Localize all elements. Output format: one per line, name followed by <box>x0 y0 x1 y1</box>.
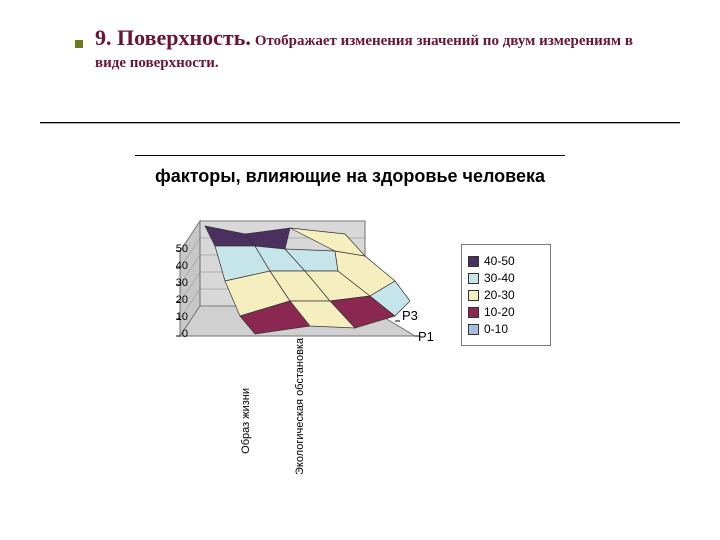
legend-item: 10-20 <box>468 305 544 319</box>
series-label: Р3 <box>402 308 418 323</box>
z-tick: 40 <box>168 260 188 272</box>
legend: 40-50 30-40 20-30 10-20 0-10 <box>461 244 551 346</box>
legend-label: 20-30 <box>484 288 515 302</box>
legend-label: 40-50 <box>484 254 515 268</box>
title-number: 9 <box>95 25 106 50</box>
legend-swatch-icon <box>468 256 479 267</box>
slide-title: 9. Поверхность. Отображает изменения зна… <box>95 24 655 73</box>
legend-item: 30-40 <box>468 271 544 285</box>
legend-item: 20-30 <box>468 288 544 302</box>
legend-item: 0-10 <box>468 322 544 336</box>
title-strong: Поверхность. <box>117 25 251 50</box>
surface-chart: факторы, влияющие на здоровье человека <box>135 155 565 476</box>
z-tick: 50 <box>168 243 188 255</box>
legend-label: 10-20 <box>484 305 515 319</box>
z-tick: 0 <box>168 328 188 340</box>
series-label: Р1 <box>418 329 434 344</box>
legend-item: 40-50 <box>468 254 544 268</box>
legend-swatch-icon <box>468 290 479 301</box>
legend-swatch-icon <box>468 273 479 284</box>
z-tick: 20 <box>168 294 188 306</box>
legend-swatch-icon <box>468 307 479 318</box>
horizontal-rule <box>40 122 680 123</box>
z-tick: 10 <box>168 311 188 323</box>
title-bullet <box>75 40 83 48</box>
legend-label: 0-10 <box>484 322 508 336</box>
legend-swatch-icon <box>468 324 479 335</box>
z-tick: 30 <box>168 277 188 289</box>
chart-title: факторы, влияющие на здоровье человека <box>135 166 565 187</box>
legend-label: 30-40 <box>484 271 515 285</box>
x-category: Экологическая обстановка <box>295 462 307 475</box>
x-category: Образ жизни <box>240 388 252 468</box>
